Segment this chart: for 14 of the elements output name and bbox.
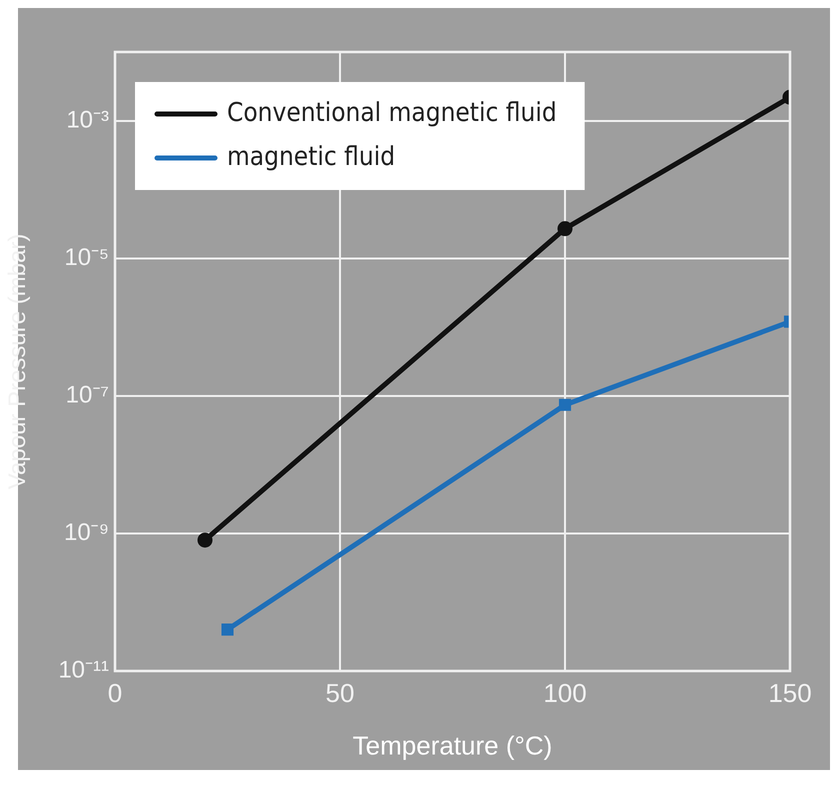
point [198, 532, 212, 548]
x-tick-label: 100 [543, 678, 587, 708]
legend-label: magnetic fluid [227, 142, 396, 172]
point [221, 624, 234, 636]
y-tick-label: 10⁻¹¹ [58, 656, 109, 684]
x-axis-title: Temperature (°C) [352, 730, 552, 761]
x-tick-label: 0 [108, 678, 122, 708]
legend-label: Conventional magnetic fluid [227, 98, 557, 128]
x-tick-label: 50 [326, 678, 354, 708]
y-tick-label: 10⁻⁷ [66, 382, 109, 409]
y-tick-label: 10⁻³ [66, 106, 110, 134]
y-tick-label: 10⁻⁹ [64, 519, 109, 546]
x-tick-label: 150 [768, 678, 812, 708]
y-tick-label: 10⁻⁵ [64, 244, 109, 271]
